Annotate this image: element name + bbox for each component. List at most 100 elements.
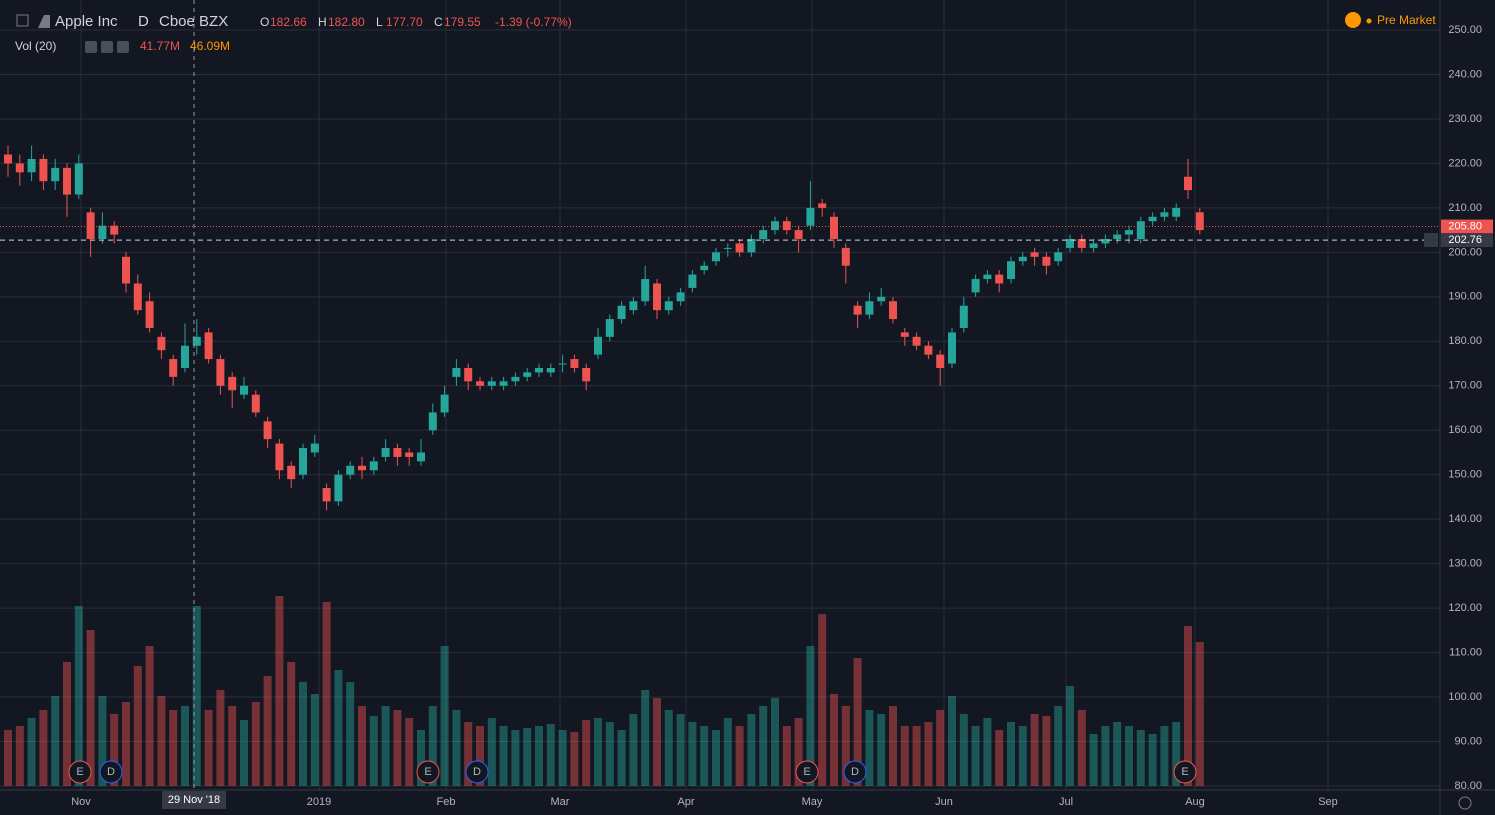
volume-bar [110, 714, 119, 786]
volume-bar [676, 714, 685, 786]
x-tick-label: Jun [935, 796, 953, 808]
candle-body [546, 367, 555, 373]
exchange: Cboe BZX [159, 13, 228, 30]
volume-bar [806, 646, 815, 786]
volume-bar [1077, 710, 1086, 786]
candle-body [948, 332, 956, 364]
volume-bar [39, 710, 48, 786]
candle-body [676, 292, 685, 302]
candle-body [157, 336, 166, 351]
settings-gear[interactable] [1458, 796, 1472, 810]
eye-button[interactable] [85, 41, 97, 53]
event-marker[interactable] [465, 760, 489, 784]
status-dot [1366, 18, 1372, 24]
candle-body [1160, 212, 1169, 217]
candle-body [145, 301, 154, 328]
volume-bar [900, 726, 909, 786]
volume-bar [440, 646, 449, 786]
candle-body [936, 354, 945, 368]
event-marker[interactable] [99, 760, 123, 784]
candle-body [511, 376, 520, 382]
candle-body [1113, 234, 1122, 240]
ohlc-value: 179.55 [444, 15, 481, 29]
event-marker[interactable] [1173, 760, 1197, 784]
volume-bar [251, 702, 260, 786]
volume-bar [334, 670, 343, 786]
volume-bar [1054, 706, 1063, 786]
volume-bar [1007, 722, 1015, 786]
volume-bar [86, 630, 95, 786]
volume-bar [275, 596, 284, 786]
status-icon[interactable] [1345, 12, 1361, 28]
volume-bar [358, 706, 366, 786]
volume-bar [995, 730, 1004, 786]
volume-bar [263, 676, 272, 786]
candle-body [1018, 256, 1027, 262]
volume-bar [1030, 714, 1039, 786]
candle-body [1007, 261, 1015, 280]
candle-body [653, 283, 661, 311]
crosshair-add-button[interactable] [1424, 233, 1438, 247]
volume-bar [889, 706, 897, 786]
x-tick-label: Jul [1059, 796, 1073, 808]
price-label-bg [1441, 219, 1493, 234]
candle-body [263, 421, 272, 440]
y-tick-label: 100.00 [1448, 691, 1482, 703]
candle-body [228, 376, 237, 391]
volume-bar [393, 710, 402, 786]
event-label: D [107, 766, 115, 778]
y-tick-label: 170.00 [1448, 380, 1482, 392]
volume-bar [499, 726, 508, 786]
candle-body [86, 212, 95, 240]
y-tick-label: 210.00 [1448, 202, 1482, 214]
y-tick-label: 190.00 [1448, 291, 1482, 303]
remove-button[interactable] [117, 41, 129, 53]
volume-bar [487, 718, 496, 786]
y-tick-label: 150.00 [1448, 469, 1482, 481]
volume-bar [15, 726, 24, 786]
price-label: 202.76 [1448, 234, 1482, 246]
candle-body [818, 203, 827, 208]
crosshair-label: 29 Nov '18 [168, 794, 220, 806]
x-tick-label: 2019 [307, 796, 331, 808]
volume-bar [145, 646, 154, 786]
candle-body [830, 216, 838, 240]
candle-body [1101, 239, 1110, 244]
x-tick-label: Aug [1185, 796, 1205, 808]
volume-bar [452, 710, 461, 786]
volume-bar [912, 726, 921, 786]
candle-body [417, 452, 425, 462]
x-tick-label: Mar [551, 796, 570, 808]
event-marker[interactable] [795, 760, 819, 784]
candle-body [334, 474, 343, 502]
event-marker[interactable] [843, 760, 867, 784]
y-tick-label: 230.00 [1448, 113, 1482, 125]
candle-body [889, 301, 897, 320]
candle-body [912, 336, 921, 346]
volume-bar [299, 682, 307, 786]
candle-body [287, 465, 296, 480]
volume-bar [723, 718, 732, 786]
volume-ma: 46.09M [190, 39, 230, 53]
volume-bar [4, 730, 12, 786]
event-marker[interactable] [416, 760, 440, 784]
y-tick-label: 250.00 [1448, 24, 1482, 36]
candle-body [617, 305, 626, 320]
volume-bar [1066, 686, 1074, 786]
settings-button[interactable] [101, 41, 113, 53]
candle-body [570, 359, 579, 368]
event-marker[interactable] [68, 760, 92, 784]
collapse-button[interactable] [16, 14, 29, 27]
volume-bar [535, 726, 543, 786]
candle-body [995, 274, 1004, 284]
volume-bar [74, 606, 83, 786]
volume-bar [523, 728, 532, 786]
symbol-title: Apple Inc [55, 13, 118, 30]
candle-body [122, 256, 130, 284]
volume-bar [830, 694, 838, 786]
candle-body [1077, 239, 1086, 248]
candle-body [924, 345, 933, 355]
volume-bar [971, 726, 980, 786]
